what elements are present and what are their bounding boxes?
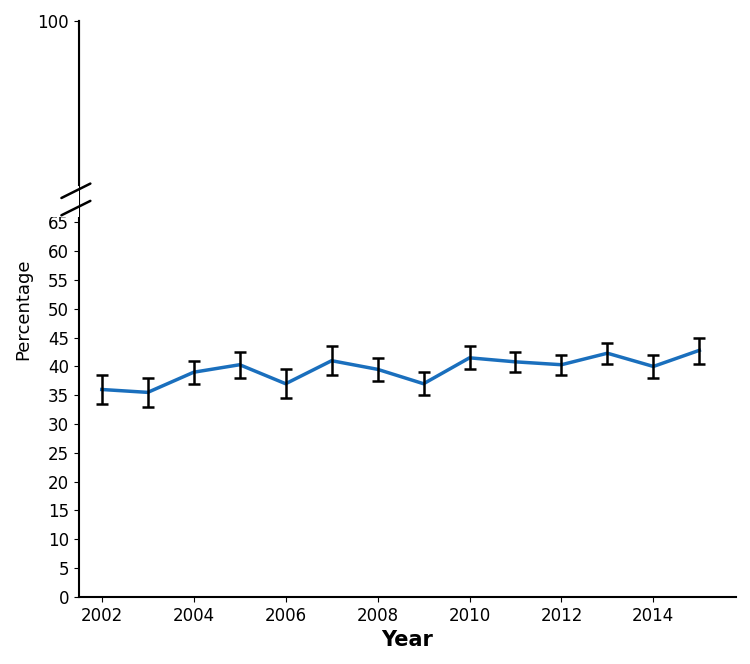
Bar	[43, 29, 79, 216]
Y-axis label: Percentage: Percentage	[14, 258, 32, 360]
X-axis label: Year: Year	[382, 630, 433, 650]
